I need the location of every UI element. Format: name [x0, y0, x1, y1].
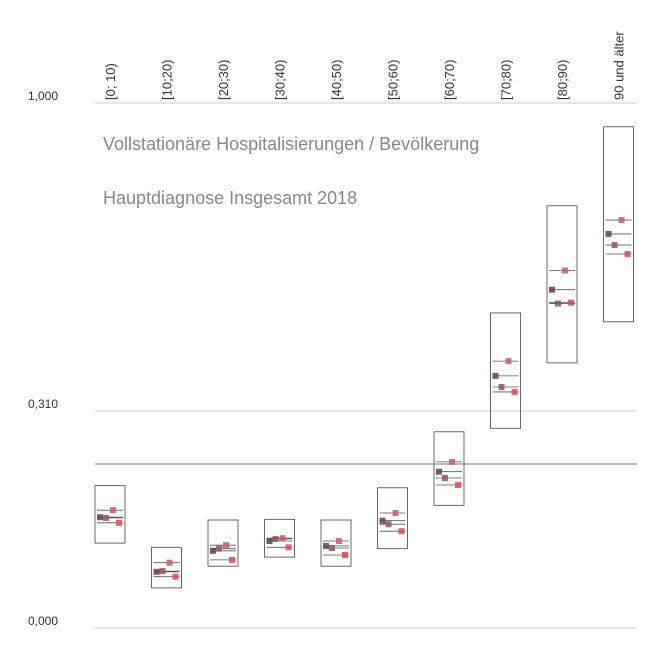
y-tick-label: 0,000	[28, 614, 58, 628]
x-tick-label: 90 und älter	[612, 31, 627, 100]
range-box	[320, 519, 352, 567]
dot	[323, 542, 329, 549]
dot	[159, 568, 166, 575]
dot	[618, 217, 625, 224]
dot	[329, 545, 335, 551]
range-box	[603, 126, 634, 323]
dot	[279, 535, 286, 542]
dot	[153, 568, 160, 575]
dot	[605, 230, 612, 237]
dot	[266, 538, 273, 544]
dot	[568, 299, 574, 306]
x-tick-label: [80;90)	[555, 60, 570, 100]
range-box	[490, 312, 521, 429]
dot	[285, 544, 292, 551]
range-box	[151, 546, 182, 589]
range-box	[377, 487, 408, 550]
dot	[223, 542, 229, 549]
dot	[398, 528, 405, 535]
x-tick-label: [40;50)	[329, 60, 344, 100]
y-tick-label: 0,310	[28, 397, 58, 411]
x-tick-label: [50;60)	[386, 60, 401, 100]
x-tick-label: [20;30)	[216, 60, 231, 100]
x-tick-label: [0; 10)	[103, 63, 118, 100]
dot	[511, 388, 518, 395]
chart-title: Vollstationäre Hospitalisierungen / Bevö…	[103, 134, 479, 154]
dot	[455, 482, 461, 488]
dot	[549, 286, 555, 293]
x-tick-label: [70;80)	[499, 60, 514, 100]
range-box	[433, 431, 465, 506]
dot	[116, 519, 122, 526]
dot	[210, 547, 216, 554]
dot	[492, 372, 499, 379]
y-tick-label: 1,000	[28, 89, 58, 103]
range-box	[546, 205, 578, 364]
dot	[336, 538, 342, 544]
x-tick-label: [30;40)	[273, 60, 288, 100]
dot	[392, 510, 399, 516]
dot	[103, 514, 109, 521]
dot	[342, 552, 348, 558]
dot	[498, 384, 505, 391]
chart-subtitle: Hauptdiagnose Insgesamt 2018	[103, 188, 357, 208]
dot	[97, 514, 103, 521]
range-box	[207, 519, 239, 567]
dot	[449, 458, 455, 465]
dot	[385, 521, 392, 528]
dot	[611, 242, 618, 249]
dot	[624, 251, 631, 257]
range-box	[94, 485, 126, 544]
dot	[172, 573, 179, 580]
dot	[555, 300, 561, 307]
dot	[505, 358, 512, 365]
dot	[229, 556, 235, 563]
dot	[216, 545, 222, 552]
dot	[166, 559, 173, 566]
range-box	[264, 518, 295, 558]
x-tick-label: [10;20)	[160, 60, 175, 100]
dot	[436, 468, 442, 475]
dot	[562, 267, 568, 274]
dot	[442, 475, 448, 481]
x-tick-label: [60;70)	[442, 60, 457, 100]
dot	[110, 507, 116, 514]
dot	[272, 535, 279, 542]
dot	[379, 517, 386, 524]
